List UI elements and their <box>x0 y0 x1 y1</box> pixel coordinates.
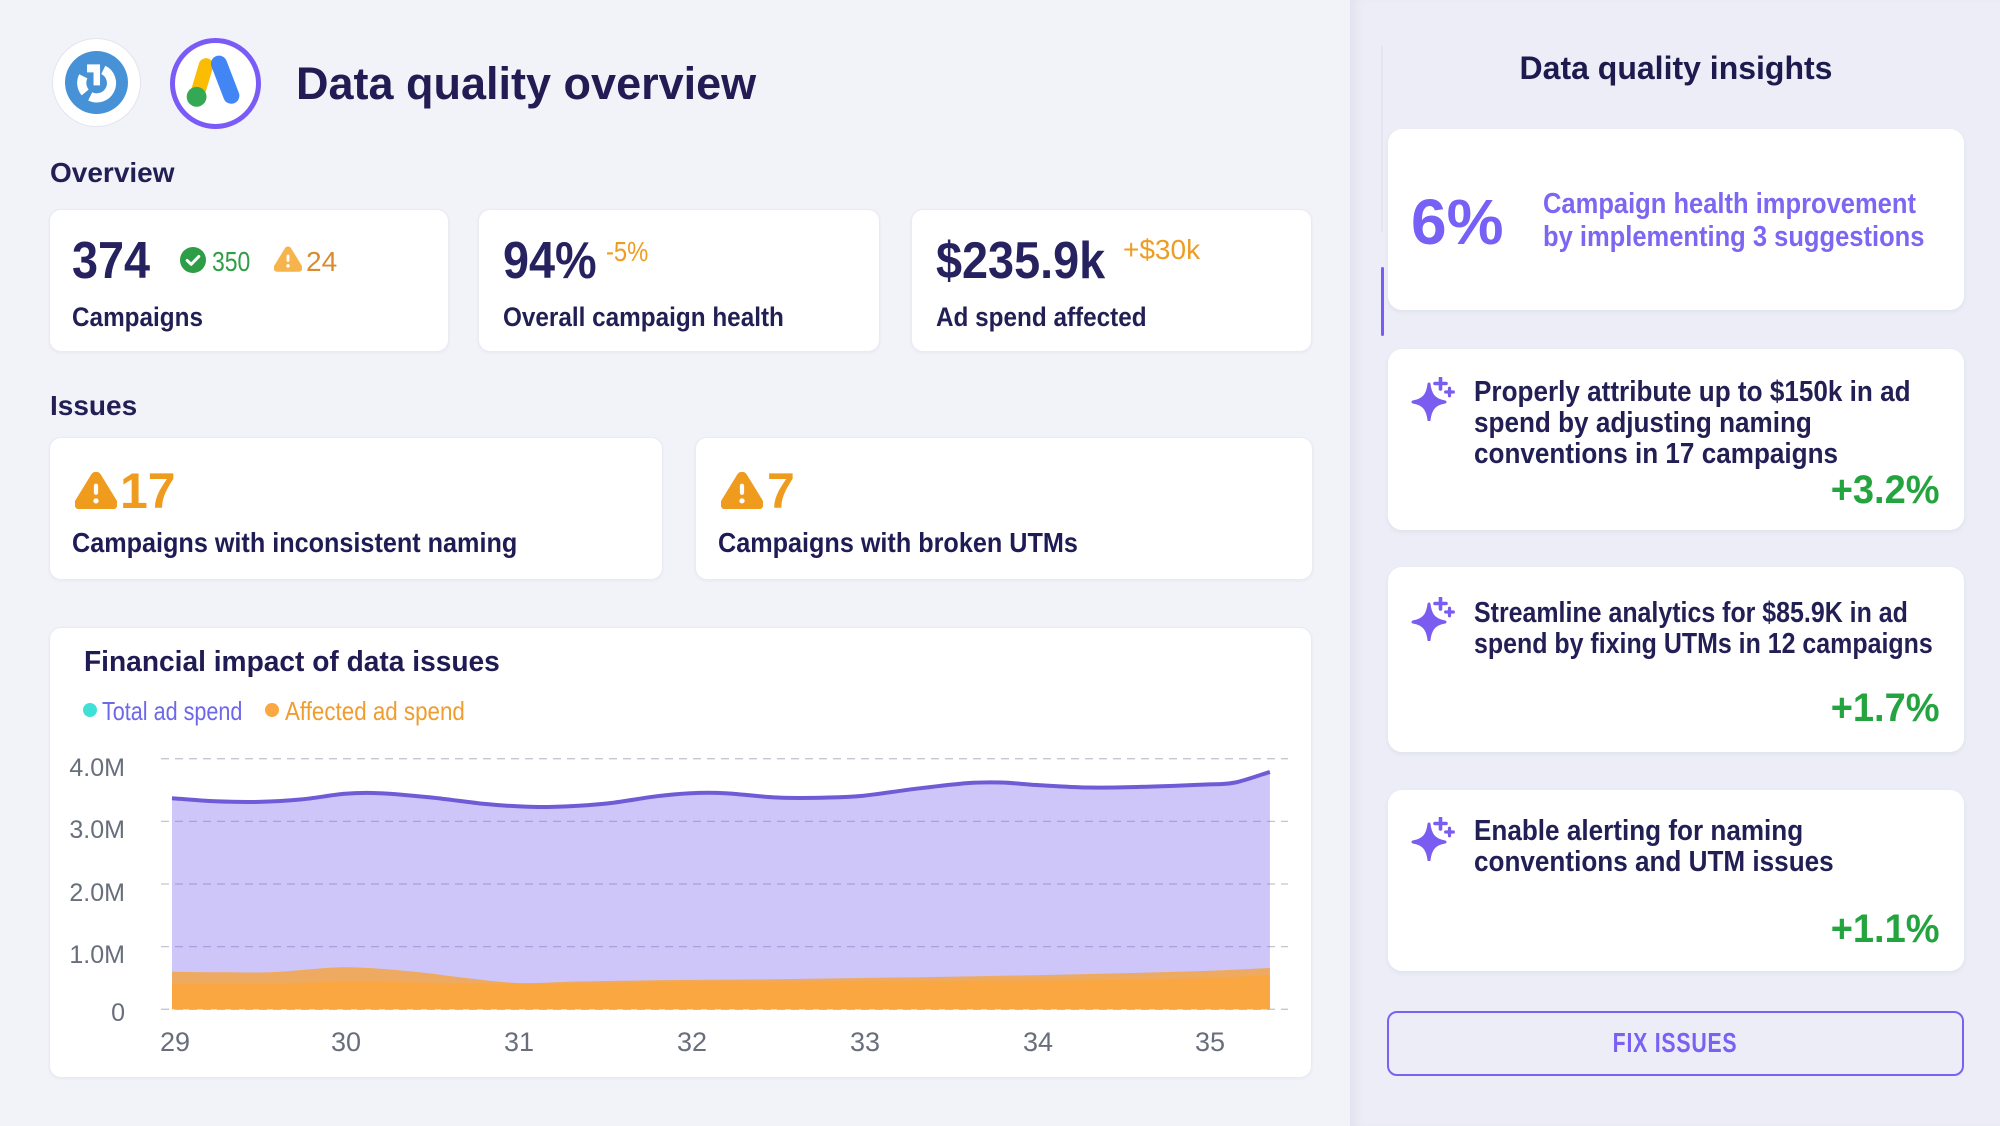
svg-text:29: 29 <box>160 1027 190 1057</box>
svg-text:4.0M: 4.0M <box>69 754 125 782</box>
svg-text:30: 30 <box>331 1027 361 1057</box>
svg-text:32: 32 <box>677 1027 707 1057</box>
svg-text:34: 34 <box>1023 1027 1053 1057</box>
svg-text:33: 33 <box>850 1027 880 1057</box>
svg-text:0: 0 <box>111 999 125 1027</box>
svg-text:2.0M: 2.0M <box>69 879 125 907</box>
svg-text:1.0M: 1.0M <box>69 941 125 969</box>
svg-text:3.0M: 3.0M <box>69 816 125 844</box>
svg-text:35: 35 <box>1195 1027 1225 1057</box>
svg-text:31: 31 <box>504 1027 534 1057</box>
